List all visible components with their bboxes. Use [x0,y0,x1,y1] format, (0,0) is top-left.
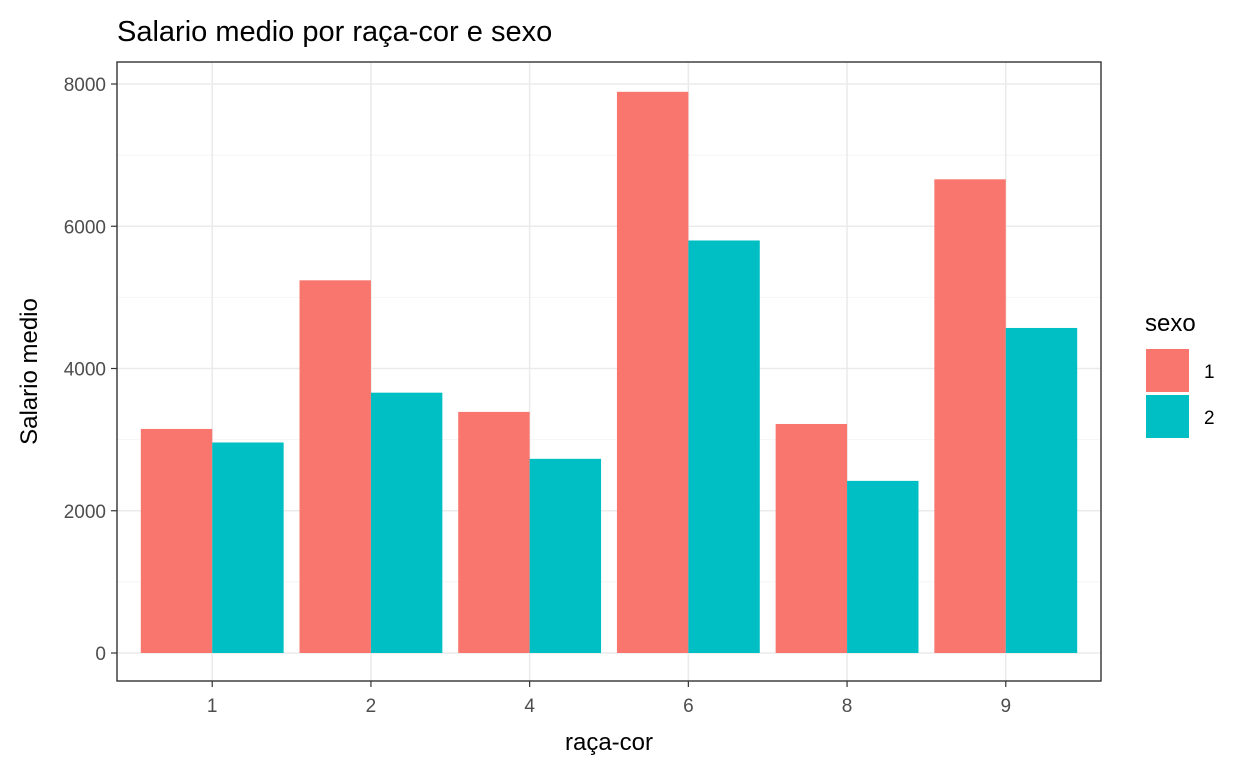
bar-4-sexo-2 [529,458,602,653]
legend: sexo 1 2 [1145,310,1215,438]
legend-title: sexo [1145,310,1196,337]
x-tick-label: 9 [1000,696,1011,717]
bars [140,91,1078,654]
x-tick-label: 1 [207,696,218,717]
panel-border [116,61,1102,682]
bar-8-sexo-1 [775,423,848,653]
x-axis-title: raça-cor [565,729,653,756]
x-tick-label: 2 [366,696,377,717]
bar-2-sexo-2 [370,392,443,653]
legend-key-1 [1146,349,1189,392]
y-tick-label: 6000 [64,217,106,238]
x-axis: 1 2 4 6 8 9 [207,681,1011,717]
legend-label-1: 1 [1204,362,1215,383]
bar-2-sexo-1 [299,280,371,653]
bar-6-sexo-2 [688,240,760,653]
y-tick-label: 8000 [64,75,106,96]
legend-label-2: 2 [1204,408,1215,429]
y-tick-label: 0 [95,644,106,665]
y-tick-label: 2000 [64,502,106,523]
bar-1-sexo-2 [212,442,284,653]
bar-8-sexo-2 [847,480,919,653]
legend-key-2 [1146,395,1189,438]
y-axis: 0 2000 4000 6000 8000 [64,75,117,665]
bar-1-sexo-1 [140,428,213,653]
bar-6-sexo-1 [616,91,689,654]
bar-9-sexo-2 [1005,327,1078,653]
x-tick-label: 6 [683,696,694,717]
bar-9-sexo-1 [934,179,1006,653]
chart-title: Salario medio por raça-cor e sexo [117,16,552,48]
x-tick-label: 4 [524,696,535,717]
y-tick-label: 4000 [64,360,106,381]
y-axis-title: Salario medio [16,298,43,445]
x-tick-label: 8 [842,696,853,717]
bar-4-sexo-1 [458,411,530,653]
